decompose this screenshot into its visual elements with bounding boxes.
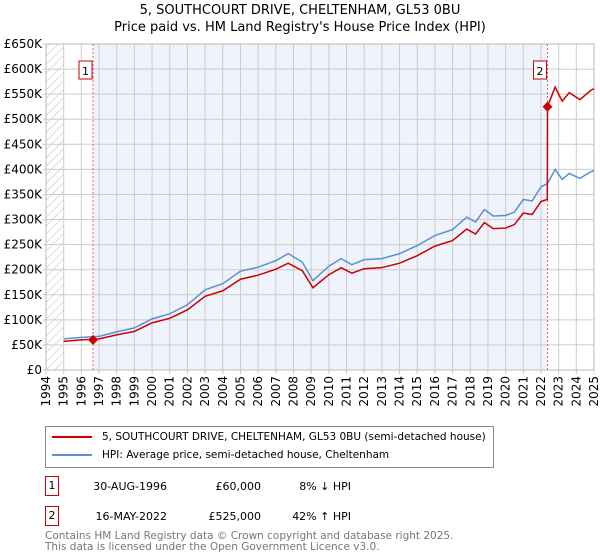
y-tick-label: £550K: [4, 87, 44, 101]
x-tick-label: 2022: [534, 376, 548, 407]
x-tick-label: 2011: [340, 376, 354, 407]
plot-border: [45, 43, 595, 371]
x-tick-label: 2007: [269, 376, 283, 407]
x-tick-label: 2019: [481, 376, 495, 407]
x-tick-label: 2017: [446, 376, 460, 407]
x-tick-label: 2001: [163, 376, 177, 407]
y-tick-label: £300K: [4, 213, 44, 227]
y-tick-label: £50K: [11, 338, 43, 352]
x-tick-label: 2025: [587, 376, 600, 407]
sale-badge: 1: [45, 476, 59, 496]
x-tick-label: 2004: [216, 376, 230, 407]
y-tick-label: £0: [27, 363, 42, 377]
x-tick-label: 1996: [74, 376, 88, 407]
x-tick-label: 2005: [233, 376, 247, 407]
x-tick-label: 2020: [499, 376, 513, 407]
x-tick-label: 2008: [286, 376, 300, 407]
sale-annotation-box: [78, 60, 93, 80]
y-tick-label: £250K: [4, 238, 44, 252]
x-tick-label: 1994: [39, 376, 53, 407]
y-tick-label: £100K: [4, 313, 44, 327]
property-price-line: [63, 85, 595, 343]
x-tick-label: 1998: [110, 376, 124, 407]
x-tick-label: 2000: [145, 376, 159, 407]
sale-point: [88, 334, 99, 345]
footer-line: Contains HM Land Registry data © Crown c…: [45, 530, 454, 542]
sale-hpi-diff: 42% ↑ HPI: [292, 509, 351, 523]
y-tick-label: £500K: [4, 112, 44, 126]
legend-item-hpi: HPI: Average price, semi-detached house,…: [52, 449, 389, 461]
sale-annotation-label: 1: [82, 65, 89, 78]
sale-hpi-diff: 8% ↓ HPI: [299, 479, 351, 493]
legend-label: HPI: Average price, semi-detached house,…: [102, 449, 390, 461]
sale-date: 16-MAY-2022: [95, 509, 167, 523]
sale-badge: 2: [45, 506, 59, 526]
footer: Contains HM Land Registry data © Crown c…: [45, 531, 453, 553]
x-tick-label: 2010: [322, 376, 336, 407]
y-tick-label: £400K: [4, 162, 44, 176]
x-tick-label: 2012: [357, 376, 371, 407]
x-tick-label: 2016: [428, 376, 442, 407]
sale-annotation-box: [533, 60, 548, 80]
sale-price: £525,000: [208, 509, 262, 523]
sale-point: [542, 101, 553, 112]
x-tick-label: 2018: [463, 376, 477, 407]
y-tick-label: £600K: [4, 62, 44, 76]
legend-swatch-blue: [52, 454, 92, 456]
y-tick-label: £650K: [4, 37, 44, 51]
x-tick-label: 2013: [375, 376, 389, 407]
x-tick-label: 2003: [198, 376, 212, 407]
hpi-line: [63, 167, 595, 340]
chart-subtitle: Price paid vs. HM Land Registry's House …: [114, 20, 486, 35]
legend: 5, SOUTHCOURT DRIVE, CHELTENHAM, GL53 0B…: [45, 426, 494, 468]
hatched-region: [46, 44, 64, 370]
x-tick-label: 2024: [569, 376, 583, 407]
x-tick-label: 2006: [251, 376, 265, 407]
x-tick-label: 1995: [57, 376, 71, 407]
x-tick-label: 2009: [304, 376, 318, 407]
legend-swatch-red: [52, 436, 92, 438]
sale-annotation-label: 2: [537, 65, 544, 78]
shaded-region: [93, 44, 548, 370]
y-tick-label: £200K: [4, 263, 44, 277]
y-tick-label: £350K: [4, 187, 44, 201]
x-tick-label: 2023: [552, 376, 566, 407]
y-tick-label: £450K: [4, 137, 44, 151]
legend-item-property: 5, SOUTHCOURT DRIVE, CHELTENHAM, GL53 0B…: [52, 431, 486, 443]
x-tick-label: 2002: [180, 376, 194, 407]
x-tick-label: 2014: [393, 376, 407, 407]
sale-row-2: 2 16-MAY-2022 £525,000 42% ↑ HPI: [45, 506, 351, 526]
footer-line: This data is licensed under the Open Gov…: [45, 541, 380, 553]
x-tick-label: 1997: [92, 376, 106, 407]
y-tick-label: £150K: [4, 288, 44, 302]
x-tick-label: 2021: [516, 376, 530, 407]
x-tick-label: 2015: [410, 376, 424, 407]
sale-price: £60,000: [215, 479, 262, 493]
plot-area: 1994 1995 1996 1997 1998 1999 2000 2001 2002 2003…: [4, 37, 600, 407]
sale-date: 30-AUG-1996: [93, 479, 167, 493]
sale-row-1: 1 30-AUG-1996 £60,000 8% ↓ HPI: [45, 476, 351, 496]
chart-title: 5, SOUTHCOURT DRIVE, CHELTENHAM, GL53 0B…: [139, 3, 461, 18]
legend-label: 5, SOUTHCOURT DRIVE, CHELTENHAM, GL53 0B…: [102, 431, 486, 443]
x-tick-label: 1999: [127, 376, 141, 407]
